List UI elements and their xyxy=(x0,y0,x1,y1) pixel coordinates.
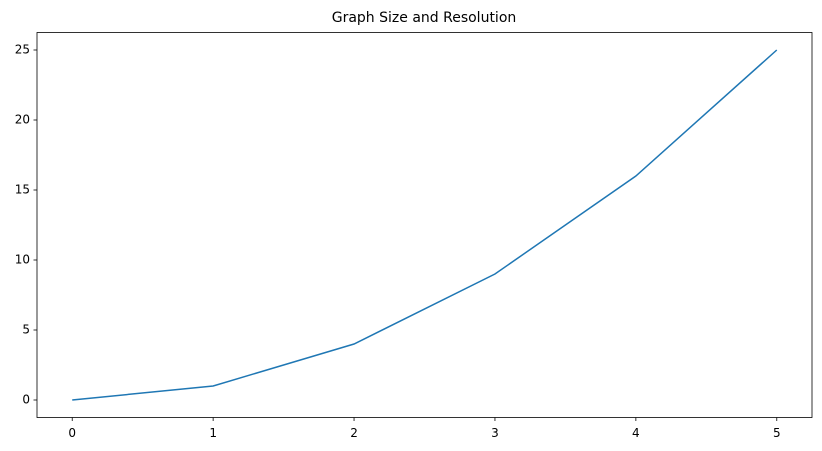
chart-title: Graph Size and Resolution xyxy=(332,10,517,26)
x-tick-label: 3 xyxy=(491,426,499,440)
y-tick-label: 15 xyxy=(15,183,30,197)
x-tick-label: 2 xyxy=(350,426,358,440)
y-tick-label: 10 xyxy=(15,253,30,267)
x-tick-label: 4 xyxy=(632,426,640,440)
line xyxy=(72,49,778,401)
y-tick-label: 0 xyxy=(22,393,30,407)
x-tick-label: 0 xyxy=(68,426,76,440)
y-tick-label: 5 xyxy=(22,323,30,337)
y-tick-label: 25 xyxy=(15,43,30,57)
x-tick-label: 1 xyxy=(209,426,217,440)
axes-frame xyxy=(36,32,813,418)
y-tick-label: 20 xyxy=(15,113,30,127)
x-tick-label: 5 xyxy=(773,426,781,440)
